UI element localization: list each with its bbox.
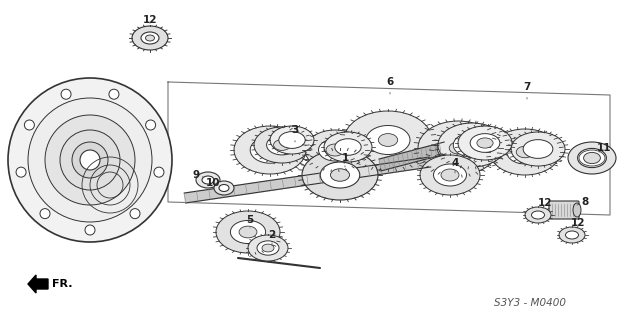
Circle shape — [16, 167, 26, 177]
Ellipse shape — [254, 127, 310, 163]
Ellipse shape — [531, 211, 545, 219]
Circle shape — [72, 142, 108, 178]
Ellipse shape — [196, 172, 220, 188]
Text: 6: 6 — [387, 77, 394, 94]
Ellipse shape — [335, 139, 361, 155]
Circle shape — [28, 98, 152, 222]
Text: 3: 3 — [291, 125, 299, 142]
Circle shape — [85, 225, 95, 235]
Ellipse shape — [132, 26, 168, 50]
Polygon shape — [184, 157, 431, 203]
Ellipse shape — [584, 152, 600, 163]
Text: 10: 10 — [205, 178, 220, 188]
Circle shape — [45, 115, 135, 205]
Text: 4: 4 — [451, 158, 459, 173]
Ellipse shape — [250, 137, 290, 163]
Text: 12: 12 — [538, 198, 552, 208]
Ellipse shape — [441, 169, 459, 181]
Ellipse shape — [470, 134, 500, 152]
Text: S3Y3 - M0400: S3Y3 - M0400 — [494, 298, 566, 308]
Ellipse shape — [378, 134, 397, 146]
Ellipse shape — [257, 241, 279, 255]
Ellipse shape — [230, 220, 266, 243]
Ellipse shape — [511, 132, 565, 166]
Ellipse shape — [490, 129, 560, 175]
Ellipse shape — [523, 140, 553, 158]
Ellipse shape — [578, 148, 607, 168]
Ellipse shape — [344, 111, 432, 169]
Text: 12: 12 — [571, 218, 585, 228]
Ellipse shape — [302, 150, 378, 200]
Ellipse shape — [274, 140, 291, 150]
Ellipse shape — [145, 35, 154, 41]
Ellipse shape — [330, 169, 349, 181]
Ellipse shape — [366, 125, 410, 154]
Circle shape — [61, 89, 71, 99]
Text: 11: 11 — [596, 143, 611, 153]
Ellipse shape — [525, 207, 551, 223]
Circle shape — [146, 120, 156, 130]
Circle shape — [60, 130, 120, 190]
Circle shape — [8, 78, 172, 242]
Circle shape — [154, 167, 164, 177]
Polygon shape — [379, 142, 446, 171]
Ellipse shape — [516, 146, 534, 158]
Ellipse shape — [248, 235, 288, 261]
Circle shape — [40, 209, 50, 219]
Ellipse shape — [458, 126, 512, 160]
Ellipse shape — [566, 231, 579, 239]
Ellipse shape — [418, 121, 498, 175]
Text: 9: 9 — [193, 170, 203, 180]
Ellipse shape — [433, 164, 467, 186]
Ellipse shape — [437, 134, 479, 162]
Ellipse shape — [453, 133, 491, 157]
Ellipse shape — [270, 126, 314, 154]
Text: 1: 1 — [341, 153, 349, 167]
Text: FR.: FR. — [52, 279, 72, 289]
Circle shape — [130, 209, 140, 219]
Ellipse shape — [477, 138, 493, 148]
Ellipse shape — [449, 142, 467, 154]
Text: 7: 7 — [524, 82, 531, 99]
Ellipse shape — [219, 185, 229, 192]
Ellipse shape — [319, 139, 351, 161]
FancyBboxPatch shape — [549, 201, 579, 219]
Ellipse shape — [568, 142, 616, 174]
Ellipse shape — [216, 211, 280, 253]
Polygon shape — [28, 275, 48, 293]
Ellipse shape — [507, 140, 543, 164]
Ellipse shape — [305, 130, 365, 170]
Ellipse shape — [141, 32, 159, 44]
Circle shape — [109, 89, 119, 99]
Ellipse shape — [573, 203, 581, 217]
Ellipse shape — [420, 155, 480, 195]
Text: 12: 12 — [143, 15, 157, 25]
Ellipse shape — [214, 181, 234, 195]
Circle shape — [24, 120, 35, 130]
Ellipse shape — [324, 132, 372, 162]
Text: 2: 2 — [268, 230, 276, 245]
Text: 8: 8 — [577, 197, 589, 207]
Ellipse shape — [262, 244, 274, 252]
Ellipse shape — [234, 126, 306, 174]
Ellipse shape — [202, 176, 214, 184]
Ellipse shape — [559, 227, 585, 243]
Ellipse shape — [438, 123, 506, 167]
Ellipse shape — [279, 132, 305, 148]
Text: 5: 5 — [246, 215, 253, 228]
Ellipse shape — [326, 144, 344, 156]
Circle shape — [80, 150, 100, 170]
Ellipse shape — [239, 226, 257, 238]
Ellipse shape — [267, 135, 298, 155]
Ellipse shape — [320, 162, 360, 188]
